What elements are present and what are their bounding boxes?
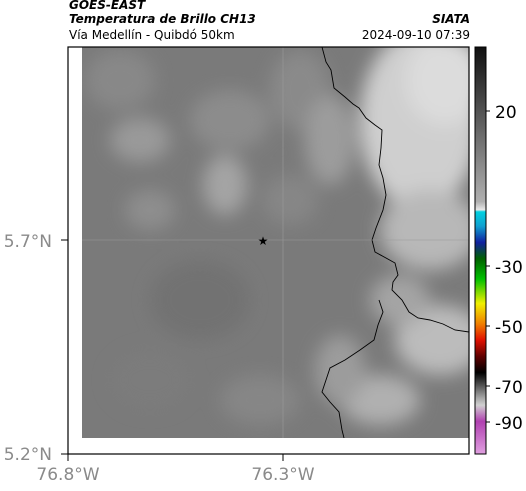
- star-icon: ★: [258, 234, 269, 248]
- boundary-line: [321, 47, 469, 333]
- colorbar-label: -50: [495, 318, 523, 338]
- brightness-temperature-image: [82, 47, 469, 438]
- lon-tick-label: 76.8°W: [36, 465, 99, 485]
- lon-axis: 76.8°W 76.3°W: [36, 454, 315, 485]
- colorbar: 20 -30 -50 -70 -90: [474, 46, 523, 455]
- satellite-name: GOES-EAST: [69, 0, 146, 12]
- boundary-line-south: [321, 299, 384, 438]
- lon-tick-label: 76.3°W: [251, 465, 314, 485]
- lat-tick-label: 5.2°N: [4, 445, 52, 465]
- region-subtitle: Vía Medellín - Quibdó 50km: [69, 28, 235, 42]
- colorbar-label: -30: [495, 258, 523, 278]
- organization-name: SIATA: [432, 12, 470, 26]
- lat-axis: 5.2°N 5.7°N: [4, 232, 68, 465]
- product-title: Temperatura de Brillo CH13: [69, 12, 256, 26]
- colorbar-label: 20: [495, 103, 517, 123]
- map-frame: [67, 46, 470, 455]
- lat-tick-label: 5.7°N: [4, 232, 52, 252]
- image-timestamp: 2024-09-10 07:39: [361, 28, 470, 42]
- colorbar-label: -70: [495, 378, 523, 398]
- colorbar-label: -90: [495, 414, 523, 434]
